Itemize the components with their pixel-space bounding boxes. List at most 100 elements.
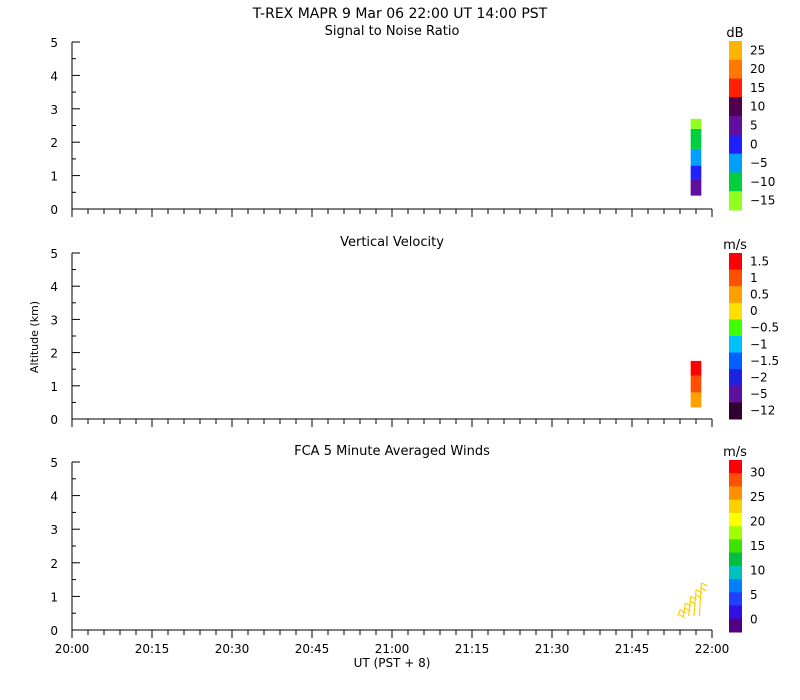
colorbar-label: 20 (750, 514, 765, 528)
heatmap-cell (690, 165, 702, 179)
y-tick-label: 3 (50, 103, 58, 117)
y-tick-label: 2 (50, 347, 58, 361)
panel-title: Signal to Noise Ratio (325, 24, 460, 39)
y-tick-label: 3 (50, 313, 58, 327)
colorbar-swatch (729, 336, 742, 354)
colorbar-swatch (729, 286, 742, 304)
colorbar-swatch (729, 618, 742, 633)
colorbar-label: −5 (750, 156, 768, 170)
x-tick-label: 21:45 (615, 642, 650, 656)
panel-title: Vertical Velocity (340, 235, 444, 250)
heatmap-cell (690, 392, 702, 408)
colorbar-swatch (729, 253, 742, 271)
colorbar-label: 0 (750, 304, 758, 318)
panel-title: FCA 5 Minute Averaged Winds (294, 444, 490, 459)
colorbar-swatch (729, 460, 742, 474)
colorbar-label: 0 (750, 613, 758, 627)
colorbar-swatch (729, 319, 742, 337)
y-tick-label: 2 (50, 557, 58, 571)
colorbar-swatch (729, 172, 742, 192)
colorbar-swatch (729, 352, 742, 370)
colorbar-swatch (729, 369, 742, 387)
colorbar-label: 25 (750, 43, 765, 57)
colorbar-label: −1 (750, 337, 768, 351)
colorbar-swatch (729, 499, 742, 514)
colorbar-unit: m/s (723, 238, 747, 253)
colorbar-label: 30 (750, 465, 765, 479)
colorbar-swatch (729, 526, 742, 540)
colorbar-label: 0 (750, 137, 758, 151)
colorbar-label: 10 (750, 100, 765, 114)
colorbar-swatch (729, 605, 742, 620)
colorbar-label: 10 (750, 564, 765, 578)
colorbar-label: 1 (750, 271, 758, 285)
wind-barb-flag (679, 614, 686, 619)
y-tick-label: 0 (50, 624, 58, 638)
wind-barb-flag (700, 587, 707, 592)
x-tick-label: 21:30 (535, 642, 570, 656)
colorbar-swatch (729, 486, 742, 501)
colorbar-swatch (729, 134, 742, 155)
y-tick-label: 0 (50, 413, 58, 427)
colorbar-unit: m/s (723, 445, 747, 460)
colorbar-swatch (729, 473, 742, 487)
y-tick-label: 0 (50, 203, 58, 217)
colorbar-label: −5 (750, 387, 768, 401)
x-tick-label: 20:30 (215, 642, 250, 656)
colorbar-label: −0.5 (750, 321, 779, 335)
y-tick-label: 4 (50, 490, 58, 504)
colorbar-label: −1.5 (750, 354, 779, 368)
y-tick-label: 4 (50, 280, 58, 294)
x-tick-label: 21:00 (375, 642, 410, 656)
colorbar-label: 1.5 (750, 254, 769, 268)
colorbar-swatch (729, 78, 742, 98)
colorbar-swatch (729, 385, 742, 403)
colorbar-swatch (729, 191, 742, 211)
colorbar-swatch (729, 41, 742, 61)
y-tick-label: 1 (50, 590, 58, 604)
wind-barb-staff (682, 603, 686, 617)
heatmap-cell (690, 118, 702, 129)
heatmap-cell (690, 178, 702, 196)
heatmap-cell (690, 375, 702, 393)
x-tick-label: 20:45 (295, 642, 330, 656)
wind-barb-staff (688, 596, 692, 617)
colorbar-label: 0.5 (750, 288, 769, 302)
colorbar-label: 5 (750, 119, 758, 133)
y-axis-label: Altitude (km) (28, 301, 41, 373)
x-axis-label: UT (PST + 8) (354, 656, 431, 670)
colorbar-label: −15 (750, 194, 775, 208)
y-tick-label: 5 (50, 36, 58, 50)
heatmap-cell (690, 128, 702, 149)
figure-title: T-REX MAPR 9 Mar 06 22:00 UT 14:00 PST (252, 6, 548, 22)
colorbar-swatch (729, 302, 742, 320)
wind-barb-flag (701, 582, 708, 587)
x-tick-label: 20:00 (55, 642, 90, 656)
vertical-velocity-panel: Vertical Velocity 0 1 2 3 4 5 m/s1.5 1 0.5 0 −0.5 −1… (50, 235, 779, 427)
colorbar-swatch (729, 579, 742, 593)
x-tick-label: 20:15 (135, 642, 170, 656)
colorbar-label: 15 (750, 539, 765, 553)
x-tick-labels: 20:00 20:15 20:30 20:45 21:00 21:15 21:30 21:45… (55, 642, 730, 656)
colorbar-swatch (729, 116, 742, 136)
colorbar-swatch (729, 153, 742, 173)
colorbar-label: −10 (750, 175, 775, 189)
colorbar-label: 25 (750, 490, 765, 504)
colorbar-swatch (729, 552, 742, 567)
y-tick-label: 1 (50, 380, 58, 394)
snr-panel: Signal to Noise Ratio 0 1 2 3 4 5 dB 25 20 15 10 5 0 −… (50, 24, 775, 217)
colorbar-label: −12 (750, 404, 775, 418)
heatmap-cell (690, 360, 702, 376)
colorbar-label: 15 (750, 81, 765, 95)
y-tick-label: 2 (50, 136, 58, 150)
y-tick-label: 3 (50, 523, 58, 537)
colorbar-swatch (729, 269, 742, 287)
y-tick-label: 1 (50, 170, 58, 184)
heatmap-cell (690, 148, 702, 166)
colorbar-unit: dB (726, 26, 743, 41)
wind-barb-staff (677, 609, 681, 617)
colorbar-label: 5 (750, 588, 758, 602)
winds-panel: FCA 5 Minute Averaged Winds 0 1 2 3 4 5 m/s30 25… (50, 444, 765, 638)
colorbar-swatch (729, 565, 742, 580)
